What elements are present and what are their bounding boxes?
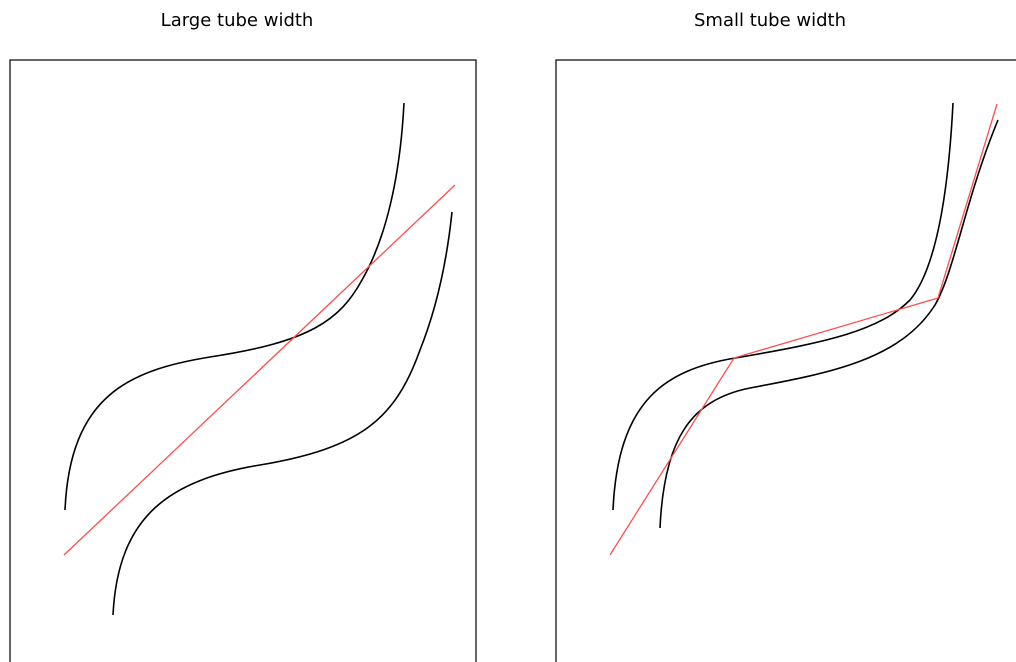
panel-frame-left	[9, 59, 477, 662]
panel-title-large-tube-width: Large tube width	[160, 10, 314, 31]
piecewise-fit-line-right	[609, 103, 998, 556]
upper-boundary-curve-right	[612, 102, 954, 511]
fit-line-left	[63, 184, 456, 556]
panel-frame-right	[555, 59, 1016, 662]
panel-small-tube-width	[555, 59, 1016, 662]
lower-boundary-curve-left	[112, 211, 453, 616]
lower-boundary-curve-right	[659, 119, 999, 529]
upper-boundary-curve-left	[64, 102, 405, 511]
panel-large-tube-width	[9, 59, 477, 662]
panel-title-small-tube-width: Small tube width	[693, 10, 847, 31]
